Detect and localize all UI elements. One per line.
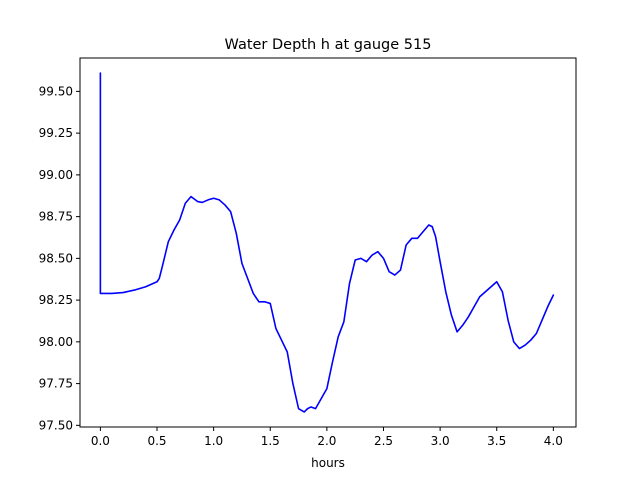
y-tick-label: 99.25 bbox=[39, 126, 73, 140]
x-tick-label: 2.5 bbox=[374, 434, 393, 448]
x-tick-label: 0.5 bbox=[147, 434, 166, 448]
x-tick-label: 3.0 bbox=[431, 434, 450, 448]
y-axis: 97.50 97.75 98.00 98.25 98.50 98.75 99.00 99.25… bbox=[39, 84, 80, 432]
axes-frame bbox=[79, 57, 577, 428]
x-tick-label: 4.0 bbox=[544, 434, 563, 448]
y-tick-label: 98.50 bbox=[39, 251, 73, 265]
chart-title: Water Depth h at gauge 515 bbox=[225, 37, 432, 53]
y-tick-label: 98.75 bbox=[39, 210, 73, 224]
y-tick-label: 98.00 bbox=[39, 335, 73, 349]
y-tick-label: 98.25 bbox=[39, 293, 73, 307]
x-tick-label: 1.5 bbox=[261, 434, 280, 448]
x-tick-label: 3.5 bbox=[487, 434, 506, 448]
plot-area bbox=[99, 72, 555, 413]
series-line-0 bbox=[99, 72, 555, 413]
y-tick-label: 99.50 bbox=[39, 84, 73, 98]
x-tick-label: 1.0 bbox=[204, 434, 223, 448]
x-axis: 0.0 0.5 1.0 1.5 2.0 2.5 3.0 3.5 4.0 bbox=[91, 427, 563, 448]
x-tick-label: 2.0 bbox=[317, 434, 336, 448]
y-tick-label: 99.00 bbox=[39, 168, 73, 182]
x-tick-label: 0.0 bbox=[91, 434, 110, 448]
x-axis-title: hours bbox=[311, 456, 345, 470]
y-tick-label: 97.50 bbox=[39, 418, 73, 432]
y-tick-label: 97.75 bbox=[39, 377, 73, 391]
